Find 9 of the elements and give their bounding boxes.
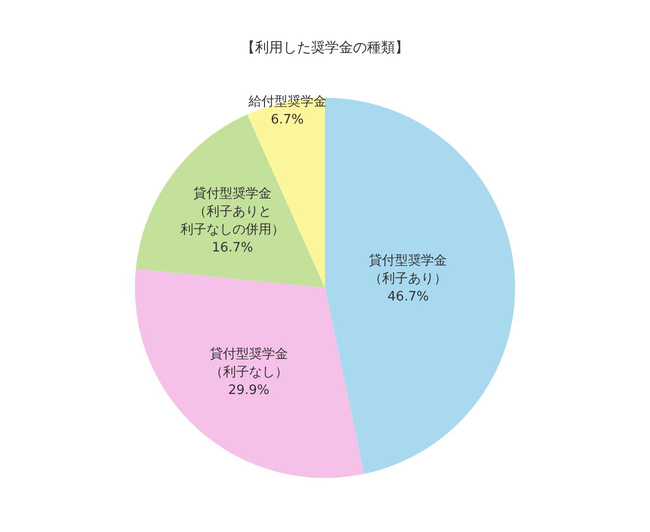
data-label: 29.9%: [228, 383, 270, 398]
slice-label: 給付型奨学金: [247, 94, 326, 110]
chart-title: 【利用した奨学金の種類】: [241, 40, 409, 56]
data-label: 16.7%: [212, 240, 254, 256]
data-label: 6.7%: [270, 112, 304, 128]
data-label: 46.7%: [388, 290, 429, 305]
slice-label: 貸付型奨学金（利子ありと利子なしの併用）: [180, 186, 285, 238]
slice-label: 貸付型奨学金（利子なし）: [210, 347, 288, 380]
slice-label: 貸付型奨学金（利子あり）: [369, 254, 448, 287]
